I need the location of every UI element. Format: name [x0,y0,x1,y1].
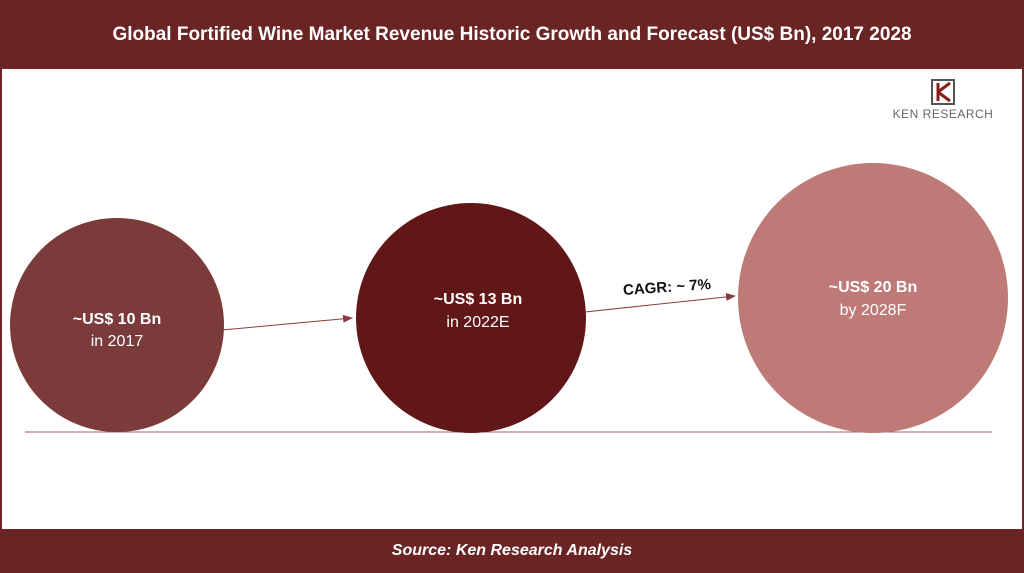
source: Source: Ken Research Analysis [392,542,633,559]
arrow [584,292,736,313]
cagr-annotation: CAGR: ~ 7% [623,276,712,299]
logo-icon [931,79,955,105]
header-bar [0,0,1024,68]
footer-bar [0,530,1024,573]
node-value: ~US$ 20 Bn [829,279,917,296]
logo-k [936,81,951,103]
circle-2028 [738,163,1008,433]
node-value: ~US$ 10 Bn [73,311,161,328]
logo: KEN RESEARCH [893,79,994,121]
node-label: by 2028F [840,302,907,319]
circle-2017 [10,218,224,432]
node-label: in 2022E [446,314,509,331]
logo-text: KEN RESEARCH [893,107,994,121]
node-label: in 2017 [91,333,144,350]
node-value: ~US$ 13 Bn [434,291,522,308]
title: Global Fortified Wine Market Revenue His… [112,24,911,45]
circle-2022 [356,203,586,433]
arrow [221,314,353,331]
